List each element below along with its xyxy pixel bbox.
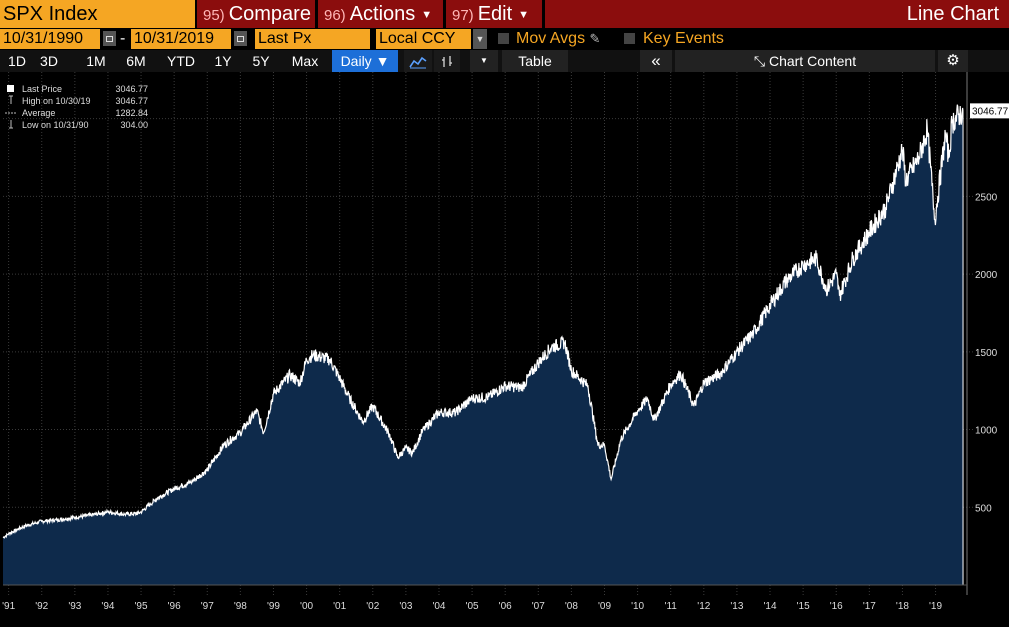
- security-ticker[interactable]: SPX Index: [0, 0, 195, 28]
- collapse-button[interactable]: «: [640, 50, 672, 72]
- x-tick-label: '09: [598, 601, 611, 612]
- end-date-field[interactable]: 10/31/2019: [131, 29, 231, 49]
- range-5y-button[interactable]: 5Y: [252, 53, 270, 69]
- x-tick-label: '95: [135, 601, 148, 612]
- edit-button[interactable]: 97) Edit ▼: [446, 0, 542, 28]
- last-price-label-box: [970, 103, 1009, 119]
- chart-type-dropdown-icon[interactable]: ▼: [470, 50, 498, 72]
- chart-content-button[interactable]: ⤡ Chart Content: [675, 50, 935, 72]
- x-tick-label: '18: [896, 601, 909, 612]
- actions-label: Actions: [349, 3, 416, 25]
- calendar-icon[interactable]: [103, 31, 116, 46]
- legend-value: 3046.77: [115, 84, 148, 94]
- x-tick-label: '00: [300, 601, 313, 612]
- x-tick-label: '97: [201, 601, 214, 612]
- legend-value: 304.00: [120, 120, 148, 130]
- chart-content-label: Chart Content: [768, 53, 857, 69]
- caret-down-icon: ▼: [421, 8, 433, 21]
- compare-label: Compare: [228, 3, 311, 25]
- x-tick-label: '01: [333, 601, 346, 612]
- view-title: Line Chart: [545, 0, 1009, 28]
- key-events-label[interactable]: Key Events: [643, 30, 724, 47]
- x-tick-label: '16: [830, 601, 843, 612]
- range-1y-button[interactable]: 1Y: [214, 53, 232, 69]
- legend-square-icon: [7, 85, 14, 92]
- x-tick-label: '94: [101, 601, 114, 612]
- x-tick-label: '96: [168, 601, 181, 612]
- chart-area[interactable]: 500 1000 1500 2000 2500 3046.77 '91'92'93'94 '…: [0, 72, 1009, 622]
- mov-avgs-label[interactable]: Mov Avgs ✎: [516, 30, 601, 47]
- caret-down-icon: ▼: [518, 8, 530, 21]
- actions-shortcut: 96): [324, 7, 346, 24]
- range-ytd-button[interactable]: YTD: [167, 53, 195, 69]
- legend-value: 3046.77: [115, 96, 148, 106]
- x-tick-label: '10: [631, 601, 644, 612]
- range-1d-button[interactable]: 1D: [8, 53, 26, 69]
- x-tick-label: '93: [68, 601, 81, 612]
- range-6m-button[interactable]: 6M: [126, 53, 146, 69]
- x-tick-label: '05: [466, 601, 479, 612]
- chart-content-icon: ⤡: [753, 53, 769, 69]
- chevron-down-icon[interactable]: ▼: [473, 29, 487, 49]
- mov-avgs-checkbox[interactable]: [498, 33, 509, 44]
- range-max-button[interactable]: Max: [291, 53, 319, 69]
- y-axis: 500 1000 1500 2000 2500 3046.77: [966, 72, 1009, 595]
- compare-button[interactable]: 95) Compare: [197, 0, 315, 28]
- x-tick-label: '92: [35, 601, 48, 612]
- legend-label: High on 10/30/19: [22, 96, 91, 106]
- chart-legend: Last Price 3046.77 High on 10/30/19 3046.77…: [5, 84, 148, 130]
- x-tick-label: '15: [797, 601, 810, 612]
- compare-shortcut: 95): [203, 7, 225, 24]
- last-price-label: 3046.77: [972, 106, 1009, 117]
- edit-shortcut: 97): [452, 7, 474, 24]
- range-3d-button[interactable]: 3D: [40, 53, 58, 69]
- price-area-fill: [3, 104, 963, 585]
- legend-value: 1282.84: [115, 108, 148, 118]
- x-tick-label: '14: [764, 601, 777, 612]
- x-tick-label: '07: [532, 601, 545, 612]
- legend-label: Low on 10/31/90: [22, 120, 89, 130]
- y-tick-label: 1500: [975, 348, 998, 359]
- price-line: [2, 104, 964, 539]
- calendar-icon[interactable]: [234, 31, 247, 46]
- x-tick-label: '03: [399, 601, 412, 612]
- x-tick-label: '12: [697, 601, 710, 612]
- x-tick-label: '99: [267, 601, 280, 612]
- edit-label: Edit: [477, 3, 513, 25]
- x-tick-label: '08: [565, 601, 578, 612]
- y-tick-label: 2500: [975, 192, 998, 203]
- y-tick-label: 1000: [975, 426, 998, 437]
- x-tick-label: '06: [499, 601, 512, 612]
- x-tick-label: '04: [432, 601, 445, 612]
- y-tick-label: 2000: [975, 270, 998, 281]
- x-tick-label: '98: [234, 601, 247, 612]
- start-date-field[interactable]: 10/31/1990: [0, 29, 100, 49]
- x-axis: '91 '92 '93 '94 '95 '96 '97 '98 '99 '00 '01 '02 '03 '…: [2, 584, 967, 612]
- y-tick-label: 500: [975, 503, 992, 514]
- x-tick-label: '13: [730, 601, 743, 612]
- range-bar: 1D 3D 1M 6M YTD 1Y 5Y Max Daily ▼ ▼ Tabl…: [0, 50, 1009, 72]
- key-events-checkbox[interactable]: [624, 33, 635, 44]
- table-button[interactable]: Table: [502, 50, 568, 72]
- pencil-icon[interactable]: ✎: [589, 31, 601, 46]
- frequency-dropdown[interactable]: Daily ▼: [332, 50, 398, 72]
- top-toolbar: SPX Index 95) Compare 96) Actions ▼ 97) Edit…: [0, 0, 1009, 28]
- actions-button[interactable]: 96) Actions ▼: [318, 0, 443, 28]
- bar-chart-icon[interactable]: [434, 50, 460, 72]
- field-selector[interactable]: Last Px: [255, 29, 370, 49]
- x-tick-label: '19: [929, 601, 942, 612]
- x-tick-label: '17: [863, 601, 876, 612]
- line-chart-icon[interactable]: [404, 50, 432, 72]
- currency-selector[interactable]: Local CCY: [376, 29, 471, 49]
- x-tick-label: '02: [366, 601, 379, 612]
- settings-bar: 10/31/1990 - 10/31/2019 Last Px Local CC…: [0, 28, 1009, 50]
- gear-icon[interactable]: ⚙: [938, 50, 968, 72]
- legend-label: Average: [22, 108, 55, 118]
- range-1m-button[interactable]: 1M: [86, 53, 106, 69]
- legend-label: Last Price: [22, 84, 62, 94]
- x-tick-label: '91: [2, 601, 15, 612]
- x-tick-label: '11: [665, 601, 678, 612]
- date-separator: -: [120, 30, 126, 47]
